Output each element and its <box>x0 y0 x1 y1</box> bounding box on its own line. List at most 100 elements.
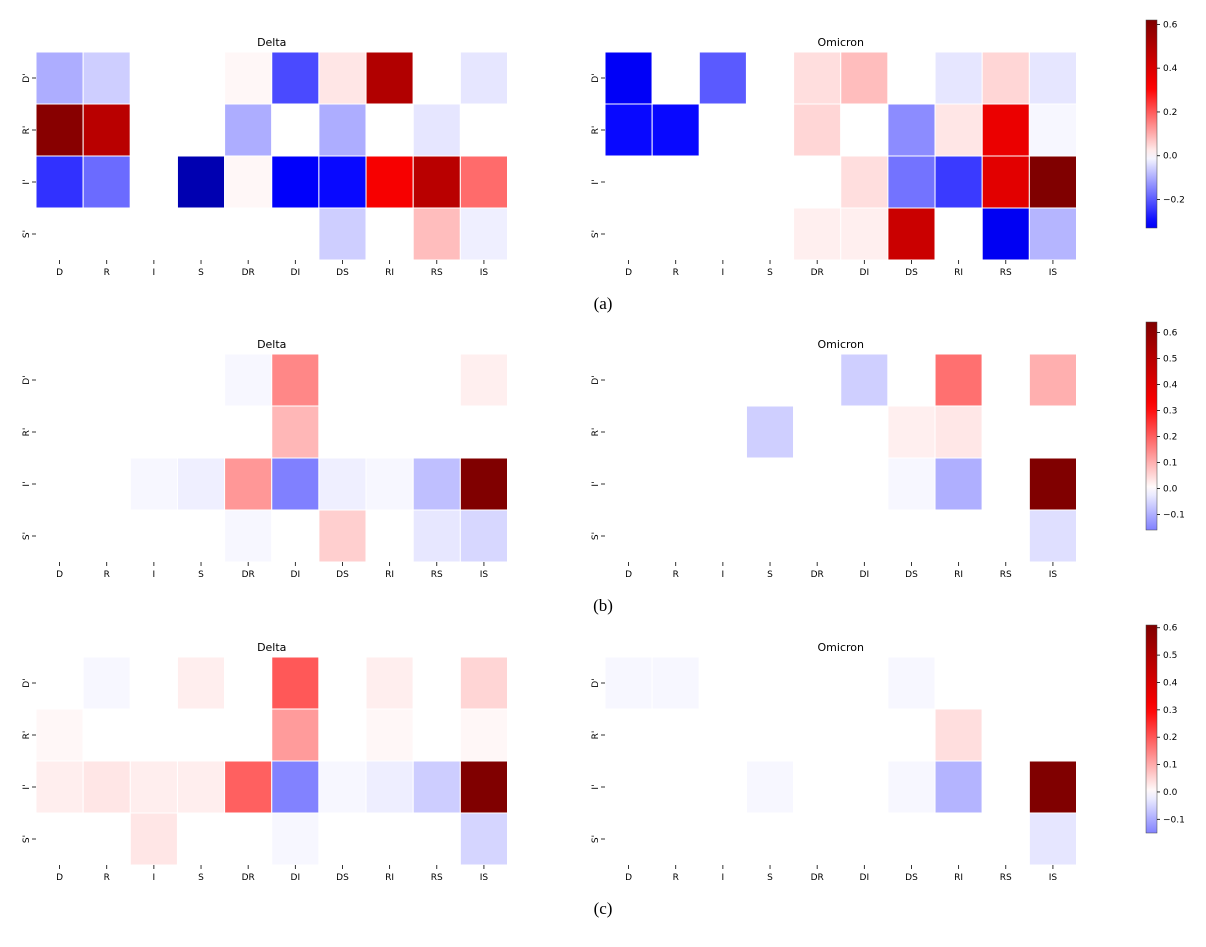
heatmap-cell <box>365 353 414 407</box>
heatmap-cell <box>224 103 273 157</box>
heatmap-cell <box>604 708 653 762</box>
heatmap-cell <box>934 812 983 866</box>
heatmap-cell <box>82 155 131 209</box>
x-tick-label: S <box>198 570 204 580</box>
heatmap-cell <box>604 51 653 105</box>
heatmap-cell <box>1028 656 1077 710</box>
heatmap-cell <box>82 103 131 157</box>
x-tick-label: RS <box>1000 268 1012 278</box>
colorbar-tick-label: 0.6 <box>1163 328 1178 338</box>
x-tick-label: DR <box>811 873 824 883</box>
heatmap-cell <box>604 207 653 261</box>
heatmap-cell <box>82 51 131 105</box>
colorbar-tick-label: 0.2 <box>1163 432 1177 442</box>
heatmap-cell <box>318 51 367 105</box>
y-tick-label: R' <box>22 126 32 135</box>
heatmap-cell <box>82 509 131 563</box>
x-tick-label: R <box>104 873 110 883</box>
x-tick-label: S <box>767 268 773 278</box>
colorbar: 0.6 0.5 0.4 0.3 0.2 0.1 0.0 −0.1 <box>1145 321 1185 531</box>
x-tick-label: DS <box>905 268 918 278</box>
heatmap-cell <box>459 207 509 261</box>
heatmap-cell <box>365 812 414 866</box>
heatmap-cell <box>318 708 367 762</box>
y-tick-label: R' <box>591 731 601 740</box>
heatmap-cell <box>934 51 983 105</box>
heatmap-cell <box>82 708 131 762</box>
heatmap-cell <box>934 353 983 407</box>
heatmap-cell <box>698 656 747 710</box>
heatmap-cell <box>887 457 936 511</box>
heatmap-cell <box>651 353 700 407</box>
heatmap-cell <box>698 812 747 866</box>
heatmap-cell <box>82 457 131 511</box>
heatmap-cell <box>604 457 653 511</box>
heatmap-cell <box>651 405 700 459</box>
heatmap-cell <box>365 656 414 710</box>
heatmap-cell <box>129 812 178 866</box>
colorbar-tick-label: 0.3 <box>1163 706 1177 716</box>
heatmap-cell <box>934 509 983 563</box>
heatmap-cell <box>840 812 889 866</box>
heatmap-cell <box>459 656 509 710</box>
heatmap-cell <box>129 760 178 814</box>
heatmap-cell <box>651 51 700 105</box>
x-tick-label: RS <box>1000 873 1012 883</box>
heatmap-cell <box>365 708 414 762</box>
colorbar-tick-label: −0.2 <box>1163 196 1185 206</box>
y-tick-label: S' <box>22 532 32 540</box>
colorbar-tick-label: 0.0 <box>1163 152 1178 162</box>
heatmap-cell <box>651 708 700 762</box>
x-tick-label: DI <box>291 873 301 883</box>
heatmap-cell <box>793 656 842 710</box>
heatmap-cell <box>82 656 131 710</box>
heatmap-cell <box>1028 760 1077 814</box>
heatmap-cell <box>793 760 842 814</box>
x-tick-label: R <box>104 570 110 580</box>
heatmap-cell <box>934 457 983 511</box>
heatmap-cell <box>604 155 653 209</box>
heatmap-cell <box>981 812 1030 866</box>
heatmap-cell <box>82 207 131 261</box>
heatmap-cell <box>176 103 226 157</box>
heatmap-cell <box>271 457 320 511</box>
heatmap-title: Delta <box>257 338 286 351</box>
heatmap-cell <box>365 457 414 511</box>
heatmap-cell <box>604 353 653 407</box>
heatmap-cell <box>793 457 842 511</box>
heatmap-cell <box>981 207 1030 261</box>
heatmap-cell <box>793 51 842 105</box>
heatmap-cell <box>604 656 653 710</box>
x-tick-label: DR <box>811 570 824 580</box>
heatmap-cell <box>224 760 273 814</box>
heatmap-cell <box>129 656 178 710</box>
colorbar-tick-label: 0.5 <box>1163 354 1177 364</box>
heatmap-cell <box>35 405 84 459</box>
heatmap-cell <box>745 656 795 710</box>
heatmap-cell <box>318 207 367 261</box>
y-tick-label: D' <box>591 678 601 687</box>
heatmap-cell <box>745 509 795 563</box>
heatmap-cell <box>412 405 461 459</box>
heatmap-cell <box>840 103 889 157</box>
heatmap-cell <box>934 708 983 762</box>
colorbar-gradient <box>1145 624 1158 834</box>
heatmap-cell <box>271 708 320 762</box>
x-tick-label: RS <box>431 570 443 580</box>
heatmap-cell <box>887 207 936 261</box>
heatmap-cell <box>459 103 509 157</box>
heatmap-cell <box>35 457 84 511</box>
panel-label: (c) <box>594 899 613 918</box>
heatmap-title: Omicron <box>818 338 864 351</box>
heatmap-cell <box>840 405 889 459</box>
x-tick-label: DR <box>242 570 255 580</box>
x-tick-label: RI <box>954 570 963 580</box>
heatmap-cell <box>793 207 842 261</box>
heatmap-cell <box>35 103 84 157</box>
heatmap-cell <box>271 155 320 209</box>
heatmap-cell <box>176 457 226 511</box>
x-tick-label: IS <box>480 268 489 278</box>
x-tick-label: DI <box>860 873 870 883</box>
